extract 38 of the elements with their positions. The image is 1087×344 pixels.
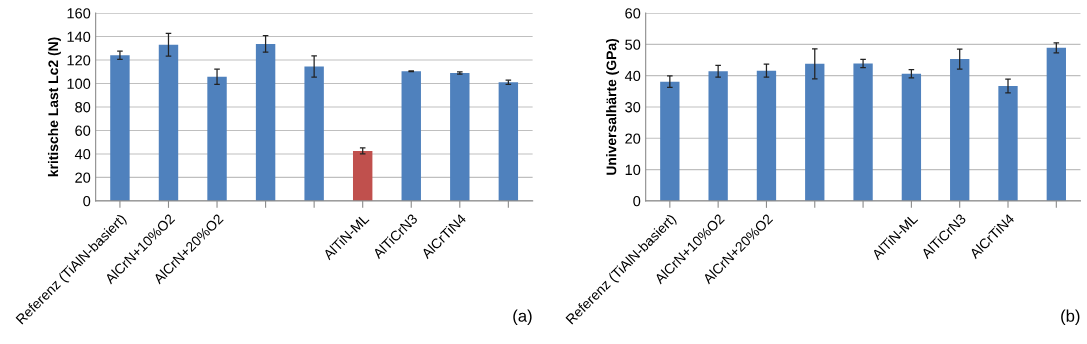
y-tick-label: 100 [67,78,91,89]
bar [1046,47,1066,201]
text: (a) [513,309,532,326]
y-tick-label: 20 [625,133,641,144]
y-tick-label: 160 [67,8,91,19]
y-tick-label: 120 [67,55,91,66]
y-axis-title: Universalhärte (GPa) [606,38,620,175]
bar [998,86,1018,201]
y-tick-label: 30 [625,102,641,113]
bar [158,44,179,201]
bar [207,76,227,201]
y-tick-label: 0 [83,196,91,207]
bar [853,63,873,201]
bar [708,71,728,201]
bar [498,82,519,201]
y-tick-label: 60 [75,125,91,136]
bar [450,73,470,201]
y-tick-label: 10 [625,164,641,176]
y-tick-label: 40 [624,70,641,82]
bar [901,73,922,201]
y-tick-label: 20 [75,172,91,183]
bar [352,150,373,201]
y-tick-label: 0 [633,196,641,207]
y-tick-label: 40 [74,149,91,160]
bar [255,43,276,201]
bar [756,70,777,201]
bar [660,81,680,201]
bar [401,71,421,201]
y-tick-label: 50 [625,39,641,50]
bar [805,63,825,201]
y-tick-label: 80 [75,102,91,113]
y-axis-title: kritische Last Lc2 (N) [47,37,61,177]
text: (b) [1061,309,1080,326]
y-tick-label: 60 [625,8,641,19]
bar [110,55,130,201]
bar [304,66,324,201]
y-tick-label: 140 [67,31,91,42]
bar [950,59,970,201]
